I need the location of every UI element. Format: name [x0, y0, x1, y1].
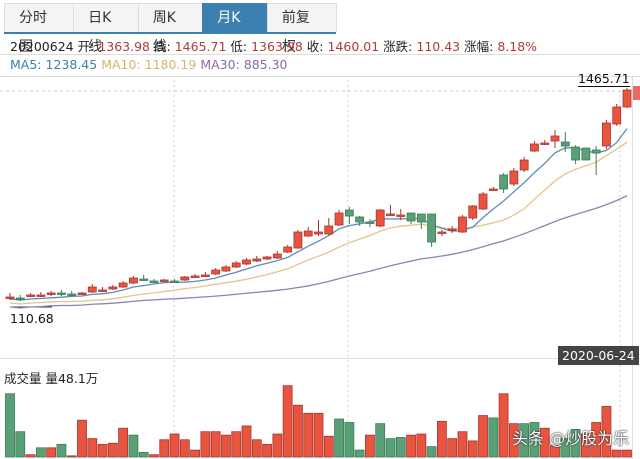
price-marker	[633, 86, 640, 100]
right-axis-divider	[632, 77, 633, 459]
high-value: 1465.71	[174, 39, 227, 54]
tab-forward-adjusted[interactable]: 前复权	[266, 3, 337, 55]
close-label: 收:	[306, 39, 324, 54]
open-label: 开:	[77, 39, 95, 54]
ma5-label: MA5:	[10, 57, 42, 72]
close-value: 1460.01	[327, 39, 380, 54]
ma10-label: MA10:	[101, 57, 141, 72]
divider	[0, 76, 640, 77]
tab-monthly-k[interactable]: 月K线	[202, 3, 268, 55]
info-date: 20200624	[10, 39, 74, 54]
low-value: 1363.98	[251, 39, 303, 54]
ma5-value: 1238.45	[45, 57, 98, 72]
volume-title: 成交量 量48.1万	[4, 371, 99, 386]
cursor-date-label: 2020-06-24	[558, 346, 639, 365]
ohlc-info-bar: 20200624 开: 1363.98 高: 1465.71 低: 1363.9…	[10, 36, 537, 55]
ma-legend: MA5: 1238.45 MA10: 1180.19 MA30: 885.30	[10, 57, 288, 72]
change-label: 涨跌:	[383, 39, 413, 54]
pct-value: 8.18%	[497, 39, 538, 54]
ma10-value: 1180.19	[144, 57, 197, 72]
ma30-label: MA30:	[200, 57, 240, 72]
change-value: 110.43	[416, 39, 461, 54]
watermark: 头条 @炒股为乐	[512, 429, 630, 448]
tab-intraday[interactable]: 分时图	[4, 3, 75, 55]
period-tabs: 分时图 日K线 周K线 月K线 前复权	[4, 3, 337, 55]
pct-label: 涨幅:	[464, 39, 494, 54]
divider	[0, 54, 640, 55]
open-value: 1363.98	[98, 39, 151, 54]
high-label: 高:	[154, 39, 171, 54]
min-price-label: 110.68	[10, 311, 54, 326]
max-price-label: 1465.71	[578, 71, 630, 87]
ma30-value: 885.30	[243, 57, 288, 72]
low-label: 低:	[230, 39, 248, 54]
tab-weekly-k[interactable]: 周K线	[137, 3, 204, 55]
chart-volume-divider	[0, 358, 640, 359]
